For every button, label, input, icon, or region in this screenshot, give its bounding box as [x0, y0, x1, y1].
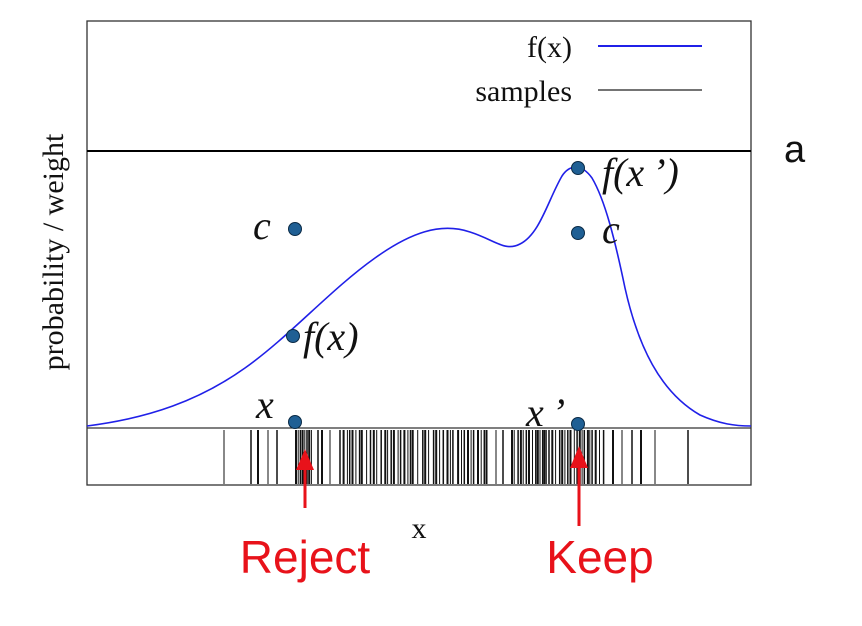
- sample-ticks: [223, 430, 689, 484]
- y-axis-label: probability / weight: [37, 133, 70, 370]
- reject-c-marker: [288, 222, 302, 236]
- reject-fx-marker: [286, 329, 300, 343]
- reject-x-label: x: [255, 382, 274, 427]
- keep-arrow: [570, 446, 588, 526]
- legend-samples-label: samples: [475, 75, 572, 108]
- keep-x-label: x ’: [525, 390, 565, 435]
- figure-letter: a: [784, 129, 806, 171]
- reject-fx-label: f(x): [303, 314, 359, 359]
- keep-c-label: c: [602, 207, 620, 252]
- plot-frame: [86, 20, 752, 486]
- x-axis-label: x: [412, 512, 427, 545]
- reject-annotation: Reject: [240, 531, 371, 583]
- keep-fx-label: f(x ’): [602, 150, 679, 195]
- reject-c-label: c: [253, 203, 271, 248]
- keep-fx-marker: [571, 161, 585, 175]
- keep-c-marker: [571, 226, 585, 240]
- density-curve-fx: [86, 166, 752, 427]
- keep-x-marker: [571, 417, 585, 431]
- reject-x-marker: [288, 415, 302, 429]
- keep-annotation: Keep: [546, 531, 653, 583]
- legend-fx-label: f(x): [527, 31, 572, 64]
- reject-arrow: [296, 449, 314, 508]
